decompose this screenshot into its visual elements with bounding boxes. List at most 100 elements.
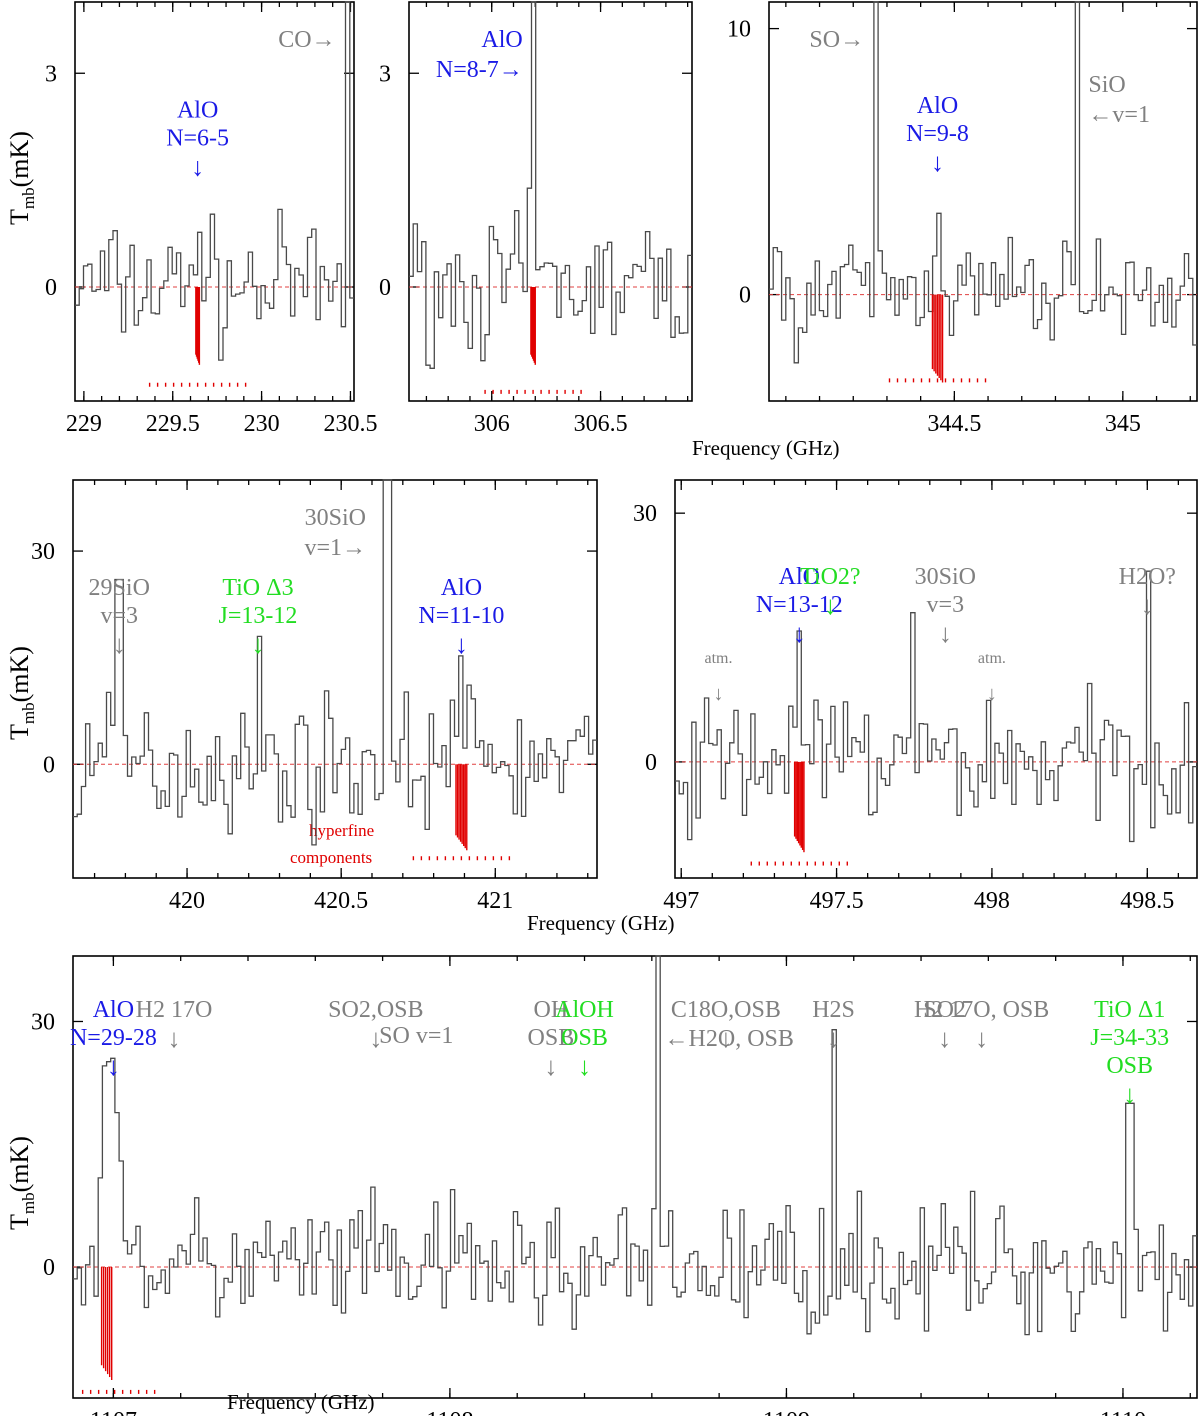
- annotation-label: 30SiO: [915, 564, 976, 590]
- annotation-label: 29SiO: [89, 575, 150, 601]
- annotation-c18o-osb: C18O,OSB↓: [671, 997, 781, 1053]
- x-tick-label: 420: [169, 888, 205, 914]
- down-arrow: ↓: [369, 1024, 382, 1053]
- annotation-label: H2 17O: [136, 997, 213, 1023]
- annotation-so-v-1: SO v=1: [379, 1023, 453, 1049]
- spectrum-trace: [409, 1, 692, 369]
- annotation-label: ←H2O, OSB: [665, 1026, 794, 1052]
- down-arrow: ↓: [1141, 591, 1154, 620]
- down-arrow: ↓: [1123, 1080, 1136, 1109]
- annotation-label: AlO: [93, 997, 134, 1023]
- down-arrow: ↓: [544, 1052, 557, 1081]
- spectrum-trace: [769, 1, 1197, 364]
- annotation-label: SiO: [1088, 72, 1125, 98]
- annotation-sublabel: ←v=1: [1088, 102, 1150, 128]
- down-arrow: ↓: [578, 1052, 591, 1081]
- x-tick-label: 1107: [90, 1408, 137, 1416]
- panel-6-marks: 1107110811091110030AlON=29-28↓H2 17O↓SO2…: [31, 955, 1197, 1416]
- annotation-h2-17o-osb: H2 17O, OSB↓: [914, 997, 1049, 1053]
- x-tick-label: 420.5: [314, 888, 368, 914]
- x-tick-label: 230.5: [323, 411, 377, 437]
- down-arrow: ↓: [827, 1024, 840, 1053]
- annotation-label: AlO: [917, 93, 958, 119]
- annotation-label: H2 17O, OSB: [914, 997, 1049, 1023]
- annotation-label: AlO: [481, 27, 522, 53]
- down-arrow: ↓: [191, 152, 204, 181]
- y-axis-label-1: Tmb(mK): [5, 131, 38, 225]
- down-arrow: ↓: [931, 148, 944, 177]
- down-arrow: ↓: [987, 683, 997, 705]
- annotation-so: SO→: [809, 27, 864, 53]
- x-tick-label: 498: [974, 888, 1010, 914]
- x-axis-label-row1: Frequency (GHz): [692, 436, 840, 460]
- x-tick-label: 498.5: [1120, 888, 1174, 914]
- annotation-sublabel: N=6-5: [166, 125, 229, 151]
- y-tick-label: 0: [43, 752, 55, 778]
- annotation-label: TiO Δ3: [222, 575, 293, 601]
- annotation-label: AlO: [441, 575, 482, 601]
- annotation-h2-17o: H2 17O↓: [136, 997, 213, 1053]
- annotation-label: TiO Δ1: [1094, 997, 1165, 1023]
- y-tick-label: 3: [379, 61, 391, 87]
- down-arrow: ↓: [719, 1024, 732, 1053]
- x-axis-label-row2: Frequency (GHz): [527, 911, 675, 935]
- x-tick-label: 1109: [763, 1408, 810, 1416]
- panel-1: [74, 1, 355, 402]
- x-tick-label: 306.5: [574, 411, 628, 437]
- x-tick-label: 421: [477, 888, 513, 914]
- hyperfine-annotation: hyperfine components: [290, 821, 374, 867]
- spectrum-trace: [675, 570, 1197, 843]
- down-arrow: ↓: [107, 1052, 120, 1081]
- annotation-sublabel: v=3: [100, 603, 138, 629]
- down-arrow: ↓: [975, 1024, 988, 1053]
- annotation-label: TiO2?: [800, 564, 860, 590]
- down-arrow: ↓: [113, 630, 126, 659]
- y-tick-label: 0: [45, 275, 57, 301]
- annotation-label: AlO: [177, 97, 218, 123]
- annotation-label: SO2: [923, 997, 966, 1023]
- annotation-sublabel: OSB: [528, 1025, 575, 1051]
- annotation-label: CO→: [278, 27, 335, 53]
- x-tick-label: 229.5: [146, 411, 200, 437]
- annotation-sublabel: J=34-33: [1090, 1025, 1169, 1051]
- down-arrow: ↓: [824, 591, 837, 620]
- y-tick-label: 0: [379, 275, 391, 301]
- x-tick-label: 229: [66, 411, 102, 437]
- x-tick-label: 1110: [1100, 1408, 1146, 1416]
- annotation-label: SO→: [809, 27, 864, 53]
- annotation-alo: AlO N=8-7→: [436, 27, 523, 83]
- annotation-extra: OSB: [1106, 1053, 1153, 1079]
- annotation-atm-: atm. ↓: [705, 650, 733, 705]
- down-arrow: ↓: [455, 630, 468, 659]
- y-axis-label-2: Tmb(mK): [5, 646, 38, 740]
- annotation-so2-osb: SO2,OSB↓: [328, 997, 423, 1053]
- annotation-label: OH: [534, 997, 569, 1023]
- x-tick-label: 344.5: [927, 411, 981, 437]
- so-v1-label: SO v=1: [379, 1023, 453, 1049]
- annotation-h2s: H2S↓: [812, 997, 855, 1053]
- panel-3: [768, 1, 1198, 402]
- annotation-sublabel: OSB: [561, 1025, 608, 1051]
- annotation-sublabel: N=11-10: [418, 603, 504, 629]
- annotation-sublabel: v=1→: [304, 535, 366, 561]
- annotation-label: AlO: [779, 564, 820, 590]
- down-arrow: ↓: [714, 683, 724, 705]
- annotation-label: AlOH: [555, 997, 614, 1023]
- annotation-sublabel: v=3: [927, 592, 965, 618]
- x-tick-label: 497: [663, 888, 699, 914]
- annotation-label: C18O,OSB: [671, 997, 781, 1023]
- down-arrow: ↓: [167, 1024, 180, 1053]
- y-tick-label: 30: [31, 1009, 55, 1035]
- spectrum-trace: [73, 479, 597, 846]
- annotation-sublabel: J=13-12: [219, 603, 298, 629]
- panel-4: [72, 479, 598, 879]
